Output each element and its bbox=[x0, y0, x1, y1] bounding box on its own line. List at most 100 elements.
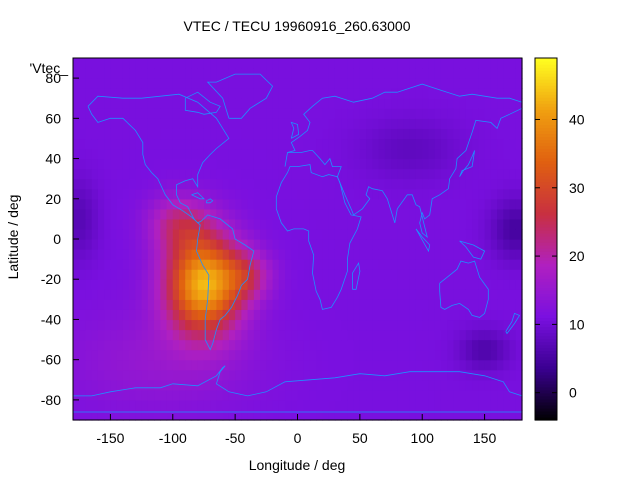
heatmap-cell bbox=[91, 88, 99, 99]
coastline bbox=[459, 240, 486, 260]
heatmap-cell bbox=[422, 309, 430, 321]
heatmap-cell bbox=[515, 399, 523, 411]
heatmap-cell bbox=[366, 168, 373, 180]
heatmap-cell bbox=[434, 299, 442, 310]
heatmap-cell bbox=[428, 98, 436, 109]
heatmap-cell bbox=[391, 339, 398, 351]
heatmap-cell bbox=[179, 379, 186, 391]
heatmap-cell bbox=[453, 148, 461, 160]
heatmap-cell bbox=[415, 369, 423, 381]
heatmap-cell bbox=[478, 118, 486, 129]
heatmap-cell bbox=[303, 289, 311, 300]
heatmap-cell bbox=[359, 379, 367, 391]
heatmap-cell bbox=[428, 218, 436, 230]
heatmap-cell bbox=[116, 379, 124, 391]
heatmap-cell bbox=[309, 198, 317, 210]
heatmap-cell bbox=[384, 128, 392, 140]
heatmap-cell bbox=[397, 329, 405, 341]
heatmap-cell bbox=[166, 299, 174, 310]
heatmap-cell bbox=[359, 208, 367, 220]
heatmap-cell bbox=[422, 128, 430, 140]
heatmap-cell bbox=[197, 399, 205, 411]
heatmap-cell bbox=[235, 389, 242, 401]
heatmap-cell bbox=[228, 208, 236, 220]
colorbar-segment bbox=[535, 70, 557, 74]
heatmap-cell bbox=[260, 78, 267, 89]
heatmap-cell bbox=[291, 309, 299, 321]
heatmap-cell bbox=[235, 339, 242, 351]
heatmap-cell bbox=[453, 168, 461, 180]
heatmap-cell bbox=[197, 148, 205, 160]
heatmap-cell bbox=[334, 279, 342, 290]
heatmap-cell bbox=[278, 239, 286, 250]
heatmap-cell bbox=[415, 239, 423, 250]
heatmap-cell bbox=[484, 369, 492, 381]
heatmap-cell bbox=[472, 128, 479, 140]
heatmap-cell bbox=[490, 269, 498, 280]
heatmap-cell bbox=[316, 289, 324, 300]
heatmap-cell bbox=[228, 409, 236, 421]
heatmap-cell bbox=[147, 228, 155, 240]
heatmap-cell bbox=[459, 379, 467, 391]
colorbar-segment bbox=[535, 389, 557, 394]
heatmap-cell bbox=[135, 339, 143, 351]
heatmap-cell bbox=[197, 389, 205, 401]
heatmap-cell bbox=[291, 98, 299, 109]
heatmap-cell bbox=[91, 309, 99, 321]
heatmap-cell bbox=[73, 289, 80, 300]
heatmap-cell bbox=[434, 239, 442, 250]
heatmap-cell bbox=[428, 88, 436, 99]
heatmap-cell bbox=[409, 158, 417, 170]
heatmap-cell bbox=[422, 329, 430, 341]
heatmap-cell bbox=[440, 409, 448, 421]
heatmap-cell bbox=[478, 128, 486, 140]
heatmap-cell bbox=[403, 158, 411, 170]
heatmap-cell bbox=[129, 178, 136, 190]
heatmap-cell bbox=[278, 128, 286, 140]
heatmap-cell bbox=[515, 148, 523, 160]
heatmap-cell bbox=[210, 118, 218, 129]
heatmap-cell bbox=[372, 88, 380, 99]
y-tick-label: 80 bbox=[45, 70, 61, 86]
heatmap-cell bbox=[197, 228, 205, 240]
heatmap-cell bbox=[403, 78, 411, 89]
heatmap-cell bbox=[141, 68, 149, 79]
colorbar-segment bbox=[535, 205, 557, 210]
colorbar-segment bbox=[535, 229, 557, 234]
heatmap-cell bbox=[341, 319, 348, 331]
heatmap-cell bbox=[509, 389, 517, 401]
heatmap-cell bbox=[372, 249, 380, 260]
heatmap-cell bbox=[515, 319, 523, 331]
heatmap-cell bbox=[515, 239, 523, 250]
heatmap-cell bbox=[415, 158, 423, 170]
colorbar-segment bbox=[535, 154, 557, 159]
heatmap-cell bbox=[235, 178, 242, 190]
heatmap-cell bbox=[303, 329, 311, 341]
heatmap-cell bbox=[484, 319, 492, 331]
heatmap-cell bbox=[85, 249, 93, 260]
heatmap-cell bbox=[272, 379, 280, 391]
heatmap-cell bbox=[122, 239, 130, 250]
heatmap-cell bbox=[353, 138, 361, 150]
heatmap-cell bbox=[85, 289, 93, 300]
heatmap-cell bbox=[141, 239, 149, 250]
heatmap-cell bbox=[285, 58, 292, 69]
heatmap-cell bbox=[347, 58, 355, 69]
heatmap-cell bbox=[203, 78, 211, 89]
heatmap-cell bbox=[235, 399, 242, 411]
heatmap-cell bbox=[434, 359, 442, 371]
heatmap-cell bbox=[141, 319, 149, 331]
heatmap-cell bbox=[334, 68, 342, 79]
heatmap-cell bbox=[228, 198, 236, 210]
heatmap-cell bbox=[378, 409, 386, 421]
heatmap-cell bbox=[509, 218, 517, 230]
heatmap-cell bbox=[303, 118, 311, 129]
heatmap-cell bbox=[97, 289, 105, 300]
colorbar-segment bbox=[535, 220, 557, 225]
heatmap-cell bbox=[391, 389, 398, 401]
heatmap-cell bbox=[253, 269, 261, 280]
heatmap-cell bbox=[515, 289, 523, 300]
heatmap-cell bbox=[297, 409, 305, 421]
heatmap-cell bbox=[172, 88, 180, 99]
heatmap-cell bbox=[478, 228, 486, 240]
